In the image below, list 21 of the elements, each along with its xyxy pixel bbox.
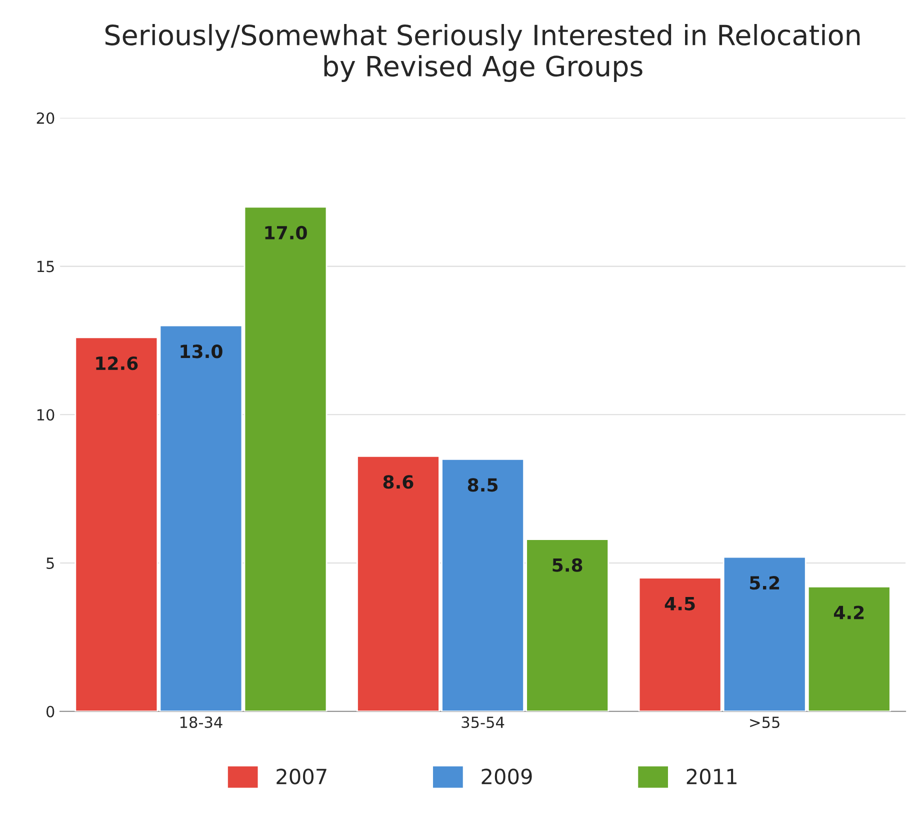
- x-tick-label: >55: [750, 716, 780, 728]
- y-tick-label: 20: [36, 112, 54, 124]
- x-tick-label: 18-34: [180, 716, 222, 728]
- text: 12.6: [96, 356, 138, 370]
- y-tick-label: 10: [37, 409, 54, 421]
- text: 4.5: [664, 597, 695, 610]
- text: 17.0: [265, 226, 307, 240]
- chart-title: Seriously/Somewhat Seriously Interested in Relocation by Revised Age Groups: [105, 24, 860, 82]
- text: 13.0: [180, 344, 222, 358]
- x-tick-label: 35-54: [462, 716, 504, 728]
- text: 5.8: [552, 558, 582, 572]
- legend-label: 2011: [686, 768, 736, 784]
- text: 8.6: [383, 475, 414, 489]
- y-tick-label: 0: [46, 706, 54, 718]
- text: 8.5: [468, 478, 498, 492]
- text: 5.2: [750, 576, 780, 590]
- y-tick-label: 15: [37, 260, 54, 272]
- text: 4.2: [834, 606, 864, 620]
- legend-label: 2009: [482, 768, 532, 784]
- y-tick-label: 5: [46, 558, 54, 570]
- legend-label: 2007: [276, 768, 326, 784]
